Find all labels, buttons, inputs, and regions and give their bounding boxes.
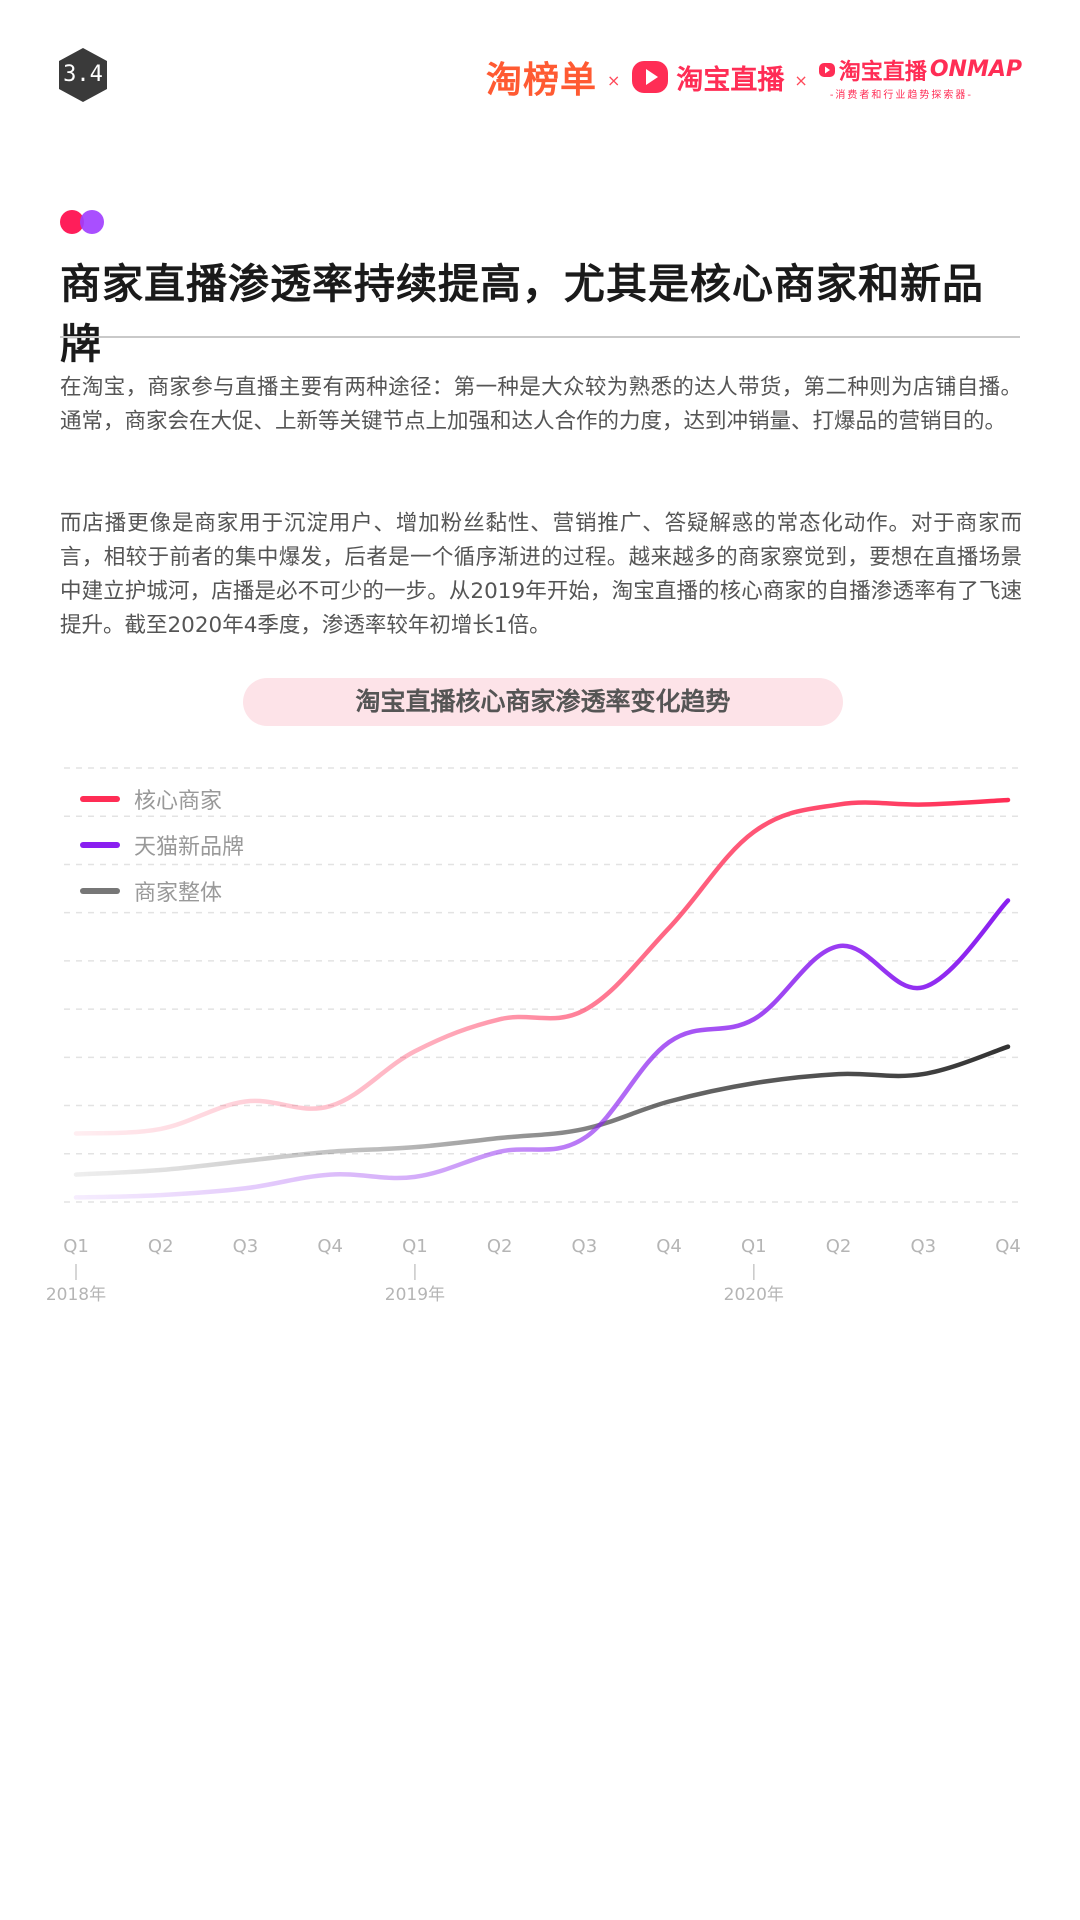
chart-series-lines	[73, 797, 1011, 1200]
taobao-live-logo: 淘宝直播	[630, 57, 784, 97]
title-divider	[60, 336, 1020, 338]
x-tick-label: Q3	[233, 1236, 259, 1257]
x-tick-label: Q3	[910, 1236, 936, 1257]
onmap-en-text: ONMAP	[929, 57, 1022, 82]
line-chart: Q1 Q2 Q3 Q4 Q1 Q2 Q3 Q4 Q1 Q2 Q3 Q4 2018年 2019年 2020年	[46, 767, 1022, 1305]
x-axis: Q1 Q2 Q3 Q4 Q1 Q2 Q3 Q4 Q1 Q2 Q3 Q4 2018年 2019年 2020年	[46, 1236, 1021, 1305]
x-tick-label: Q4	[656, 1236, 682, 1257]
x-tick-label: Q4	[317, 1236, 343, 1257]
series-line-overall	[73, 1044, 1011, 1177]
legend-item-tmall: 天猫新品牌	[80, 822, 244, 868]
chart-title: 淘宝直播核心商家渗透率变化趋势	[243, 678, 843, 726]
x-tick-label: Q1	[402, 1236, 428, 1257]
page-number-badge: 3.4	[58, 47, 108, 103]
hexagon-icon	[59, 48, 107, 102]
brand-logos: 淘榜单 × 淘宝直播 × 淘宝直播 ONMAP -消费者和行业趋势探索器-	[486, 52, 1022, 102]
paragraph-2: 而店播更像是商家用于沉淀用户、增加粉丝黏性、营销推广、答疑解惑的常态化动作。对于…	[60, 511, 1022, 638]
x-tick-label: Q1	[741, 1236, 767, 1257]
year-label: 2019年	[385, 1285, 445, 1305]
legend-item-overall: 商家整体	[80, 868, 244, 914]
legend-label: 商家整体	[134, 881, 223, 906]
x-tick-label: Q2	[487, 1236, 513, 1257]
series-line-core	[73, 797, 1011, 1136]
chart-legend: 核心商家 天猫新品牌 商家整体	[80, 776, 244, 914]
taobangdan-logo: 淘榜单	[485, 60, 597, 101]
year-label: 2018年	[46, 1285, 106, 1305]
page-title: 商家直播渗透率持续提高，尤其是核心商家和新品牌	[60, 260, 984, 368]
legend-label: 天猫新品牌	[134, 835, 245, 860]
legend-item-core: 核心商家	[80, 776, 244, 822]
play-icon	[632, 61, 669, 93]
section-dots-icon	[60, 210, 104, 234]
x-tick-label: Q1	[63, 1236, 89, 1257]
play-icon	[818, 62, 835, 77]
series-line-tmall	[73, 898, 1011, 1200]
x-tick-label: Q2	[826, 1236, 852, 1257]
legend-swatch-overall	[80, 888, 120, 894]
onmap-subtitle: -消费者和行业趋势探索器-	[829, 89, 974, 101]
x-tick-label: Q3	[572, 1236, 598, 1257]
legend-label: 核心商家	[134, 789, 223, 814]
x-tick-label: Q2	[148, 1236, 174, 1257]
paragraph-1: 在淘宝，商家参与直播主要有两种途径：第一种是大众较为熟悉的达人带货，第二种则为店…	[60, 375, 1022, 434]
legend-swatch-core	[80, 796, 120, 802]
onmap-logo: 淘宝直播 ONMAP -消费者和行业趋势探索器-	[818, 54, 1022, 101]
times-separator: ×	[794, 70, 808, 90]
page-number: 3.4	[63, 62, 103, 87]
times-separator: ×	[607, 70, 621, 90]
legend-swatch-tmall	[80, 842, 120, 848]
onmap-cn-text: 淘宝直播	[838, 59, 927, 85]
year-label: 2020年	[724, 1285, 784, 1305]
x-tick-label: Q4	[995, 1236, 1021, 1257]
taobao-live-text: 淘宝直播	[676, 64, 785, 96]
